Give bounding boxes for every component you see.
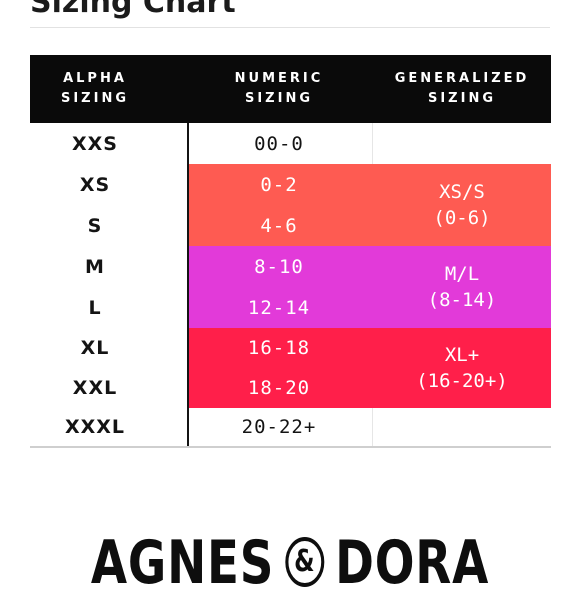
page-title: Sizing Chart xyxy=(30,0,236,20)
numeric-size-cell: 8-10 xyxy=(254,255,304,278)
numeric-size-cell: 12-14 xyxy=(247,296,311,319)
size-group-band-m-l xyxy=(189,246,551,328)
numeric-size-cell: 16-18 xyxy=(247,337,311,359)
alpha-size-cell: L xyxy=(88,296,102,319)
brand-name-right: DORA xyxy=(335,528,490,598)
brand-logo: AGNES & DORA xyxy=(64,528,516,598)
numeric-size-cell: 20-22+ xyxy=(241,416,317,438)
generalized-size-m-l: M/L (8-14) xyxy=(373,246,551,328)
alpha-size-cell: S xyxy=(87,214,103,237)
header-alpha-label: ALPHA SIZING xyxy=(60,71,129,106)
header-numeric-sizing: NUMERIC SIZING xyxy=(189,55,369,123)
numeric-size-cell: 18-20 xyxy=(247,377,311,399)
alpha-size-cell: XS xyxy=(79,173,111,196)
generalized-size-label: M/L (8-14) xyxy=(427,263,497,311)
size-group-band-xs-s xyxy=(189,164,551,246)
alpha-size-cell: XL xyxy=(80,337,110,359)
generalized-size-xs-s: XS/S (0-6) xyxy=(373,164,551,246)
generalized-size-xl-plus: XL+ (16-20+) xyxy=(373,328,551,408)
numeric-size-cell: 4-6 xyxy=(260,214,298,237)
header-generalized-sizing: GENERALIZED SIZING xyxy=(373,55,551,123)
header-alpha-sizing: ALPHA SIZING xyxy=(30,55,160,123)
numeric-size-cell: 0-2 xyxy=(260,173,298,196)
sizing-chart-table: ALPHA SIZING NUMERIC SIZING GENERALIZED … xyxy=(30,55,551,448)
numeric-size-cell: 00-0 xyxy=(254,132,304,155)
title-divider xyxy=(30,27,550,28)
alpha-size-cell: XXL xyxy=(72,377,118,399)
size-group-band-xl-plus xyxy=(189,328,551,408)
table-bottom-rule xyxy=(30,446,551,448)
table-header-row: ALPHA SIZING NUMERIC SIZING GENERALIZED … xyxy=(30,55,551,123)
column-divider-light xyxy=(372,123,373,164)
generalized-size-label: XL+ (16-20+) xyxy=(416,344,508,392)
brand-name-left: AGNES xyxy=(90,528,275,598)
header-generalized-label: GENERALIZED SIZING xyxy=(394,71,530,106)
column-divider xyxy=(187,123,189,448)
alpha-size-cell: XXS xyxy=(72,132,118,155)
generalized-size-label: XS/S (0-6) xyxy=(433,181,491,229)
alpha-size-cell: M xyxy=(85,255,105,278)
alpha-size-cell: XXXL xyxy=(64,416,126,438)
column-divider-light xyxy=(372,408,373,446)
header-numeric-label: NUMERIC SIZING xyxy=(234,71,324,106)
